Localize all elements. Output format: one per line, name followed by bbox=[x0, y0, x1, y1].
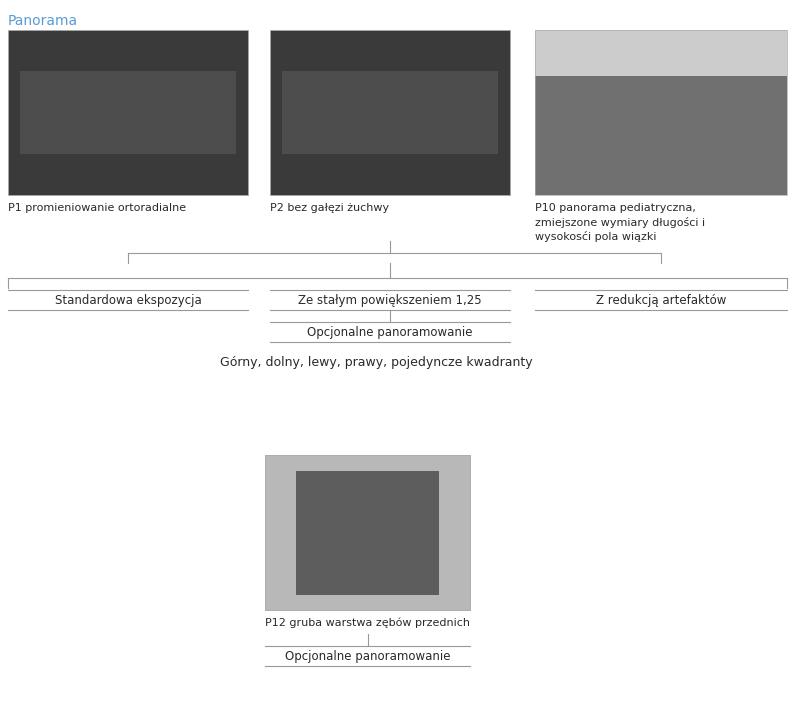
Text: Z redukcją artefaktów: Z redukcją artefaktów bbox=[596, 294, 727, 307]
Bar bbox=[296, 471, 439, 595]
Bar bbox=[535, 30, 787, 195]
Bar bbox=[535, 30, 787, 76]
Text: P2 bez gałęzi żuchwy: P2 bez gałęzi żuchwy bbox=[270, 203, 389, 213]
Bar bbox=[296, 471, 439, 595]
Text: Panorama: Panorama bbox=[8, 14, 78, 28]
Text: Standardowa ekspozycja: Standardowa ekspozycja bbox=[54, 294, 201, 307]
Text: Górny, dolny, lewy, prawy, pojedyncze kwadranty: Górny, dolny, lewy, prawy, pojedyncze kw… bbox=[220, 356, 533, 369]
Text: Opcjonalne panoramowanie: Opcjonalne panoramowanie bbox=[308, 326, 473, 339]
Bar bbox=[20, 71, 236, 154]
Bar bbox=[535, 76, 787, 195]
Bar bbox=[265, 455, 470, 610]
Bar bbox=[270, 30, 510, 195]
Bar bbox=[282, 71, 498, 154]
Text: P12 gruba warstwa zębów przednich: P12 gruba warstwa zębów przednich bbox=[265, 618, 470, 628]
Text: Opcjonalne panoramowanie: Opcjonalne panoramowanie bbox=[284, 650, 450, 663]
Text: P10 panorama pediatryczna,
zmiejszone wymiary długości i
wysokosći pola wiązki: P10 panorama pediatryczna, zmiejszone wy… bbox=[535, 203, 705, 242]
Bar bbox=[8, 30, 248, 195]
Bar bbox=[265, 455, 470, 610]
Text: Ze stałym powiększeniem 1,25: Ze stałym powiększeniem 1,25 bbox=[298, 294, 482, 307]
Text: P1 promieniowanie ortoradialne: P1 promieniowanie ortoradialne bbox=[8, 203, 186, 213]
